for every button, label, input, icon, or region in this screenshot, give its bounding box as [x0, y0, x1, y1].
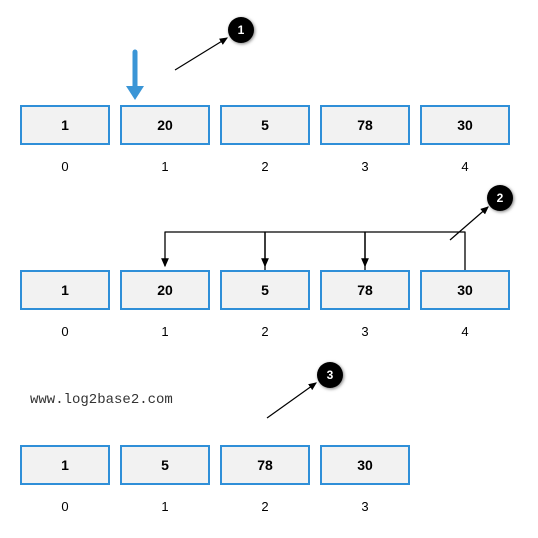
cell-index: 4 — [420, 159, 510, 174]
array-cell: 20 — [120, 270, 210, 310]
cell-index: 2 — [220, 159, 310, 174]
array-cell: 78 — [320, 270, 410, 310]
cell-index: 2 — [220, 499, 310, 514]
cell-index: 3 — [320, 159, 410, 174]
cell-index: 3 — [320, 324, 410, 339]
step-badge: 2 — [487, 185, 513, 211]
cell-value: 1 — [61, 282, 69, 298]
cell-value: 5 — [261, 282, 269, 298]
array-cell: 5 — [220, 270, 310, 310]
step-badge: 3 — [317, 362, 343, 388]
array-cell: 30 — [320, 445, 410, 485]
cell-index: 2 — [220, 324, 310, 339]
array-cell: 20 — [120, 105, 210, 145]
array-cell: 78 — [220, 445, 310, 485]
cell-value: 1 — [61, 117, 69, 133]
cell-index: 1 — [120, 499, 210, 514]
array-cell: 1 — [20, 105, 110, 145]
step-badge: 1 — [228, 17, 254, 43]
array-cell: 30 — [420, 270, 510, 310]
cell-index: 0 — [20, 499, 110, 514]
cell-value: 20 — [157, 282, 173, 298]
cell-index: 1 — [120, 159, 210, 174]
array-cell: 5 — [120, 445, 210, 485]
cell-value: 30 — [457, 117, 473, 133]
cell-index: 4 — [420, 324, 510, 339]
array-cell: 5 — [220, 105, 310, 145]
watermark-text: www.log2base2.com — [30, 392, 173, 408]
cell-index: 0 — [20, 324, 110, 339]
cell-index: 3 — [320, 499, 410, 514]
cell-value: 5 — [161, 457, 169, 473]
array-cell: 30 — [420, 105, 510, 145]
array-cell: 78 — [320, 105, 410, 145]
cell-index: 0 — [20, 159, 110, 174]
array-cell: 1 — [20, 445, 110, 485]
cell-value: 5 — [261, 117, 269, 133]
cell-value: 30 — [357, 457, 373, 473]
array-cell: 1 — [20, 270, 110, 310]
cell-value: 1 — [61, 457, 69, 473]
cell-value: 30 — [457, 282, 473, 298]
cell-value: 78 — [357, 282, 373, 298]
diagram-canvas: 102015278330410201527833041051782303123w… — [0, 0, 538, 538]
cell-value: 78 — [257, 457, 273, 473]
cell-value: 78 — [357, 117, 373, 133]
cell-value: 20 — [157, 117, 173, 133]
cell-index: 1 — [120, 324, 210, 339]
